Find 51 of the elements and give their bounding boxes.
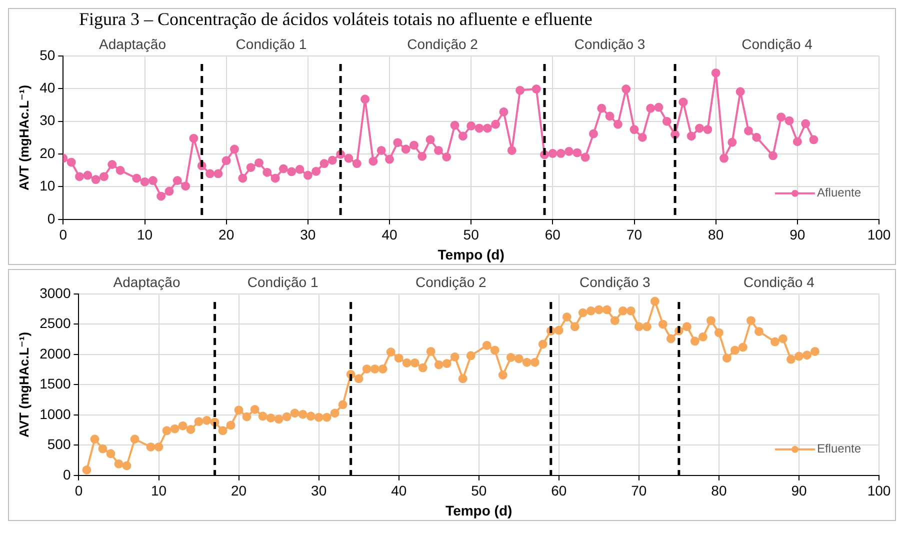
chart-title: Figura 3 – Concentração de ácidos voláteis totais no afluente e efluente [78, 9, 594, 31]
y-tick-label: 40 [40, 80, 56, 96]
x-tick-label: 100 [867, 226, 891, 243]
x-tick-label: 50 [463, 226, 480, 243]
x-tick-label: 60 [551, 482, 567, 499]
y-tick-label: 2000 [40, 345, 71, 362]
legend-label: Afluente [816, 186, 862, 200]
x-tick-label: 40 [382, 226, 398, 243]
x-tick-label: 80 [708, 226, 724, 243]
text: Condição 4 [744, 274, 815, 290]
y-tick-label: 1500 [40, 376, 71, 392]
y-axis-title: AVT (mgHAc.L⁻¹) [16, 84, 32, 190]
text: Adaptação [99, 36, 166, 52]
text: Condição 3 [580, 274, 651, 290]
x-tick-label: 80 [711, 482, 727, 499]
x-tick-label: 20 [231, 482, 247, 499]
x-tick-label: 90 [791, 482, 807, 499]
y-tick-label: 0 [47, 210, 56, 226]
y-tick-label: 500 [47, 436, 71, 452]
text: Condição 3 [574, 36, 646, 52]
x-tick-label: 100 [867, 482, 891, 499]
x-tick-label: 10 [150, 482, 167, 499]
x-tick-label: 40 [391, 482, 407, 499]
y-tick-label: 0 [62, 466, 71, 482]
x-tick-label: 60 [544, 226, 561, 243]
y-tick-label: 1000 [40, 406, 71, 422]
x-tick-label: 70 [631, 482, 647, 499]
x-tick-label: 30 [300, 226, 316, 243]
x-tick-label: 50 [471, 482, 487, 499]
x-tick-label: 10 [136, 226, 153, 243]
x-axis-title: Tempo (d) [438, 246, 504, 262]
x-axis-title: Tempo (d) [446, 502, 512, 518]
y-tick-label: 3000 [40, 284, 71, 301]
text: Condição 1 [247, 274, 318, 290]
text: Adaptação [113, 274, 180, 290]
text: Condição 2 [415, 274, 486, 290]
x-tick-label: 30 [311, 482, 327, 499]
text: Condição 2 [407, 36, 478, 52]
x-tick-label: 0 [74, 482, 83, 499]
y-tick-label: 10 [40, 178, 56, 194]
x-tick-label: 70 [626, 226, 642, 243]
y-axis-title: AVT (mgHAc.L⁻¹) [16, 332, 32, 438]
y-tick-label: 30 [40, 112, 56, 128]
x-tick-label: 90 [790, 226, 806, 243]
y-tick-label: 2500 [40, 315, 71, 332]
y-tick-label: 20 [40, 144, 56, 161]
text: Condição 1 [236, 36, 307, 52]
legend-label: Efluente [816, 442, 862, 456]
x-tick-label: 20 [218, 226, 234, 243]
y-tick-label: 50 [40, 46, 56, 63]
text: Condição 4 [742, 36, 813, 52]
